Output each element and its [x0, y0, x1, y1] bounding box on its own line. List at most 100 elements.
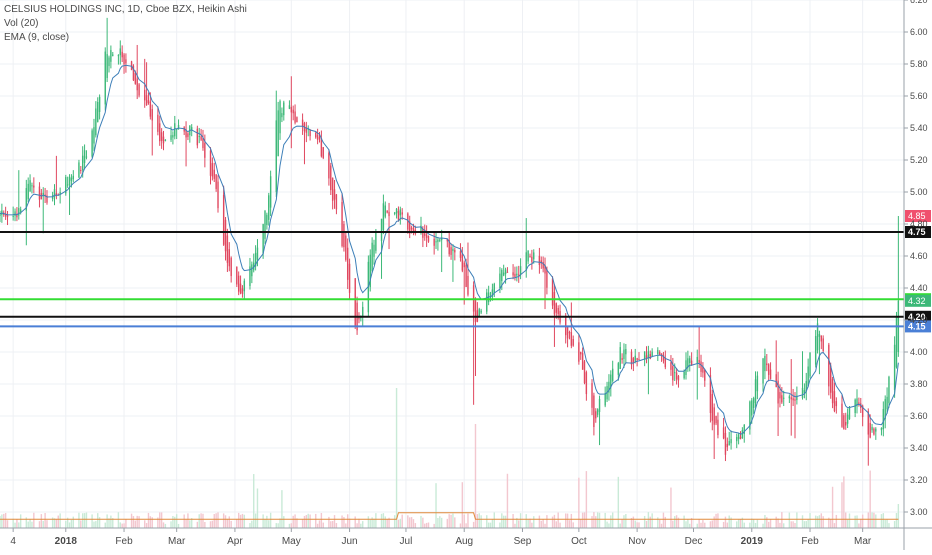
volume-bar — [822, 516, 824, 528]
candle-body — [121, 51, 123, 58]
candle-body — [621, 358, 623, 360]
volume-bar — [801, 515, 804, 528]
candle-body — [196, 128, 199, 146]
candle-body — [138, 84, 140, 96]
volume-bar — [608, 523, 610, 528]
candle-body — [65, 177, 67, 194]
candle-body — [769, 369, 772, 379]
volume-bar — [591, 516, 593, 528]
volume-bar — [888, 523, 890, 528]
volume-bar — [190, 518, 193, 528]
candle-body — [425, 234, 428, 238]
candle-body — [700, 361, 702, 372]
candle-body — [630, 351, 633, 365]
volume-bar — [435, 483, 437, 528]
candle-body — [446, 238, 449, 242]
volume-bar — [328, 516, 330, 528]
volume-bar — [820, 513, 823, 528]
level-label-bg — [905, 226, 931, 238]
candle-body — [741, 430, 744, 439]
candle-body — [493, 283, 495, 294]
volume-bar — [346, 514, 349, 528]
candle-body — [305, 127, 308, 133]
volume-bar — [253, 474, 255, 528]
candle-body — [159, 123, 161, 142]
candle-body — [333, 189, 336, 200]
price-axis[interactable]: 3.00 3.20 3.40 3.60 3.80 4.00 4.20 4.40 4.60 4.80… — [903, 0, 928, 550]
volume-bar — [480, 515, 482, 528]
candle-body — [816, 323, 819, 351]
candle-body — [422, 228, 424, 238]
volume-bar — [301, 519, 304, 528]
volume-bar — [132, 516, 135, 528]
candle-body — [657, 349, 659, 355]
candle-body — [867, 411, 869, 435]
candle-body — [454, 249, 456, 253]
volume-bar — [305, 515, 308, 528]
volume-bar — [335, 523, 338, 528]
volume-bar — [57, 515, 59, 528]
candle-body — [875, 428, 877, 432]
time-tick-label: Aug — [455, 536, 473, 547]
volume-bar — [568, 520, 571, 528]
volume-bar — [25, 517, 28, 528]
volume-bar — [72, 516, 75, 528]
candle-body — [412, 228, 415, 232]
volume-bar — [585, 471, 588, 528]
volume-bar — [95, 521, 97, 528]
candle-body — [83, 150, 86, 163]
volume-bar — [236, 518, 238, 528]
volume-bar — [476, 514, 479, 528]
candle-body — [348, 263, 351, 293]
candle-body — [593, 395, 595, 427]
volume-bar — [97, 513, 99, 528]
candle-body — [724, 432, 727, 455]
candle-body — [801, 387, 804, 398]
candle-body — [598, 398, 601, 413]
level-label: 4.75 — [908, 227, 926, 237]
candle-body — [861, 405, 864, 418]
candle-body — [736, 437, 738, 442]
volume-bar — [829, 519, 832, 528]
volume-bar — [858, 523, 860, 528]
candle-body — [343, 224, 345, 248]
candle-body — [570, 332, 573, 346]
volume-bar — [277, 523, 279, 528]
candle-body — [123, 54, 125, 65]
volume-bar — [448, 514, 450, 528]
candle-body — [72, 175, 75, 180]
volume-bar — [202, 513, 204, 528]
horizontal-lines[interactable]: 4.754.334.204.154.854.32 — [0, 210, 931, 333]
candle-body — [822, 338, 824, 351]
volume-bar — [856, 515, 858, 528]
legend-ema-study[interactable]: EMA (9, close) — [4, 32, 70, 43]
volume-bar — [794, 523, 796, 528]
legend-volume-study[interactable]: Vol (20) — [4, 18, 39, 29]
volume-bar — [722, 521, 725, 528]
candle-body — [807, 366, 809, 387]
time-tick-label: 4 — [10, 536, 16, 547]
candle-body — [346, 247, 349, 280]
price-tick-label: 3.00 — [910, 507, 928, 517]
time-axis[interactable]: 4 2018 Feb Mar Apr May Jun Jul Aug Sep Oct Nov Dec 20… — [0, 527, 932, 547]
candle-body — [625, 349, 627, 355]
candle-body — [610, 374, 612, 388]
candle-body — [145, 95, 148, 106]
volume-bar — [356, 523, 358, 528]
candle-body — [409, 221, 411, 234]
volume-bar — [514, 523, 516, 528]
volume-bar — [151, 517, 153, 528]
volume-bar — [425, 522, 428, 528]
candle-body — [12, 215, 14, 217]
volume-bar — [307, 513, 309, 528]
volume-bar — [814, 515, 817, 528]
volume-bar — [348, 518, 351, 528]
legend-symbol-title[interactable]: CELSIUS HOLDINGS INC, 1D, Cboe BZX, Heik… — [4, 4, 247, 15]
volume-bar — [1, 514, 3, 528]
candle-body — [788, 396, 791, 399]
candle-body — [739, 436, 742, 440]
candle-body — [846, 414, 849, 424]
volume-bar — [756, 519, 759, 528]
